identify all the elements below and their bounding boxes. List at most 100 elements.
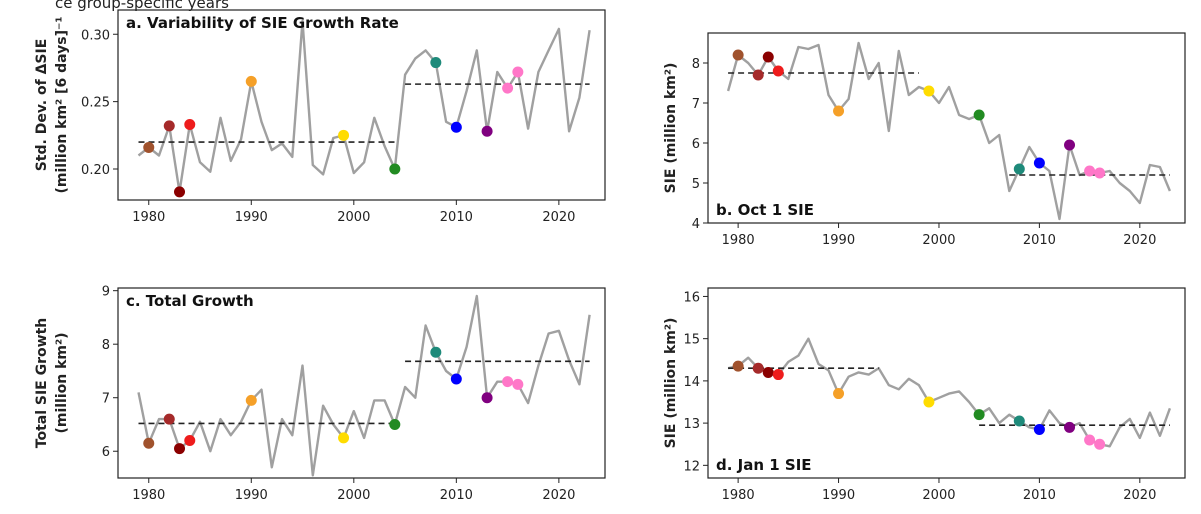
y-tick-label: 14	[683, 375, 700, 390]
point-2016	[1094, 438, 1106, 450]
x-tick-label: 2000	[922, 233, 955, 248]
point-2016	[512, 66, 524, 78]
point-1980	[732, 49, 744, 61]
point-2008	[430, 57, 442, 69]
point-1999	[923, 396, 935, 408]
point-2013	[481, 392, 493, 404]
y-axis-label-line: Std. Dev. of ΔSIE	[34, 39, 50, 172]
y-tick-label: 4	[692, 217, 700, 232]
point-2013	[481, 125, 493, 137]
y-tick-label: 6	[102, 445, 110, 460]
series-line	[137, 19, 591, 194]
point-2013	[1064, 139, 1076, 151]
x-tick-label: 2010	[1023, 488, 1056, 503]
x-tick-label: 2020	[542, 210, 575, 225]
point-1983	[174, 443, 186, 455]
y-axis-label-line: (million km² [6 days]⁻¹	[54, 17, 70, 194]
point-1984	[184, 435, 196, 447]
x-tick-label: 1980	[132, 488, 165, 503]
y-axis-label: Total SIE Growth (million km²)	[34, 318, 70, 448]
point-2016	[512, 378, 524, 390]
x-tick-label: 1980	[722, 233, 755, 248]
panel-c: 1980 1990 2000 2010 2020 6 7 8 9 Total SIE Growth…	[34, 285, 606, 503]
point-1983	[174, 186, 186, 198]
plot-area	[137, 19, 591, 198]
x-tick-label: 1990	[235, 210, 268, 225]
point-1984	[184, 119, 196, 131]
point-2010	[450, 373, 462, 385]
point-2015	[1084, 165, 1096, 177]
figure-top-caption: ce group-specific years	[55, 0, 229, 12]
y-tick-label: 7	[102, 392, 110, 407]
panel-title: b. Oct 1 SIE	[716, 201, 814, 219]
y-tick-label: 15	[683, 333, 700, 348]
y-axis-label-line: SIE (million km²)	[663, 63, 679, 194]
x-tick-label: 2010	[1023, 233, 1056, 248]
point-1999	[338, 432, 350, 444]
y-tick-label: 0.30	[81, 28, 110, 43]
point-1982	[752, 69, 764, 81]
x-tick-label: 1990	[822, 233, 855, 248]
point-1990	[833, 105, 845, 117]
point-1982	[752, 362, 764, 374]
y-axis-label: Std. Dev. of ΔSIE (million km² [6 days]⁻¹	[34, 17, 70, 194]
y-tick-label: 8	[692, 57, 700, 72]
point-2004	[389, 418, 401, 430]
point-1983	[762, 51, 774, 63]
panel-title: a. Variability of SIE Growth Rate	[126, 14, 399, 32]
x-tick-label: 2020	[542, 488, 575, 503]
point-2013	[1064, 421, 1076, 433]
x-tick-label: 1990	[235, 488, 268, 503]
point-1980	[143, 141, 155, 153]
axes-frame	[117, 287, 606, 479]
y-tick-label: 9	[102, 285, 110, 300]
point-2004	[973, 409, 985, 421]
point-2010	[450, 121, 462, 133]
plot-area	[726, 41, 1172, 221]
y-tick-label: 5	[692, 177, 700, 192]
panel-title: d. Jan 1 SIE	[716, 456, 812, 474]
y-axis-label-line: Total SIE Growth	[34, 318, 50, 448]
point-2015	[1084, 434, 1096, 446]
point-1990	[245, 394, 257, 406]
point-2010	[1033, 157, 1045, 169]
y-tick-label: 6	[692, 137, 700, 152]
point-2004	[389, 163, 401, 175]
x-tick-label: 1990	[822, 488, 855, 503]
x-tick-label: 2020	[1123, 488, 1156, 503]
series-line	[726, 41, 1172, 221]
point-1999	[338, 129, 350, 141]
y-tick-label: 8	[102, 338, 110, 353]
x-tick-label: 2000	[922, 488, 955, 503]
point-1999	[923, 85, 935, 97]
x-tick-label: 1980	[132, 210, 165, 225]
point-2015	[502, 376, 514, 388]
axes-frame	[707, 287, 1186, 479]
panel-d: 1980 1990 2000 2010 2020 12 13 14 15 16 SIE (milli…	[663, 287, 1186, 503]
point-1980	[732, 360, 744, 372]
y-tick-label: 0.20	[81, 163, 110, 178]
y-tick-label: 0.25	[81, 96, 110, 111]
y-tick-label: 7	[692, 97, 700, 112]
x-tick-label: 2010	[440, 488, 473, 503]
panel-title: c. Total Growth	[126, 292, 254, 310]
point-2010	[1033, 423, 1045, 435]
x-tick-label: 2020	[1123, 233, 1156, 248]
y-axis-label: SIE (million km²)	[663, 63, 679, 194]
y-axis-label-line: (million km²)	[54, 332, 70, 433]
x-tick-label: 1980	[722, 488, 755, 503]
series-line	[727, 337, 1172, 448]
point-2015	[502, 82, 514, 94]
y-tick-label: 16	[683, 290, 700, 305]
plot-area	[137, 294, 591, 477]
point-1984	[772, 65, 784, 77]
point-1983	[762, 366, 774, 378]
point-1982	[163, 413, 175, 425]
y-tick-label: 12	[683, 459, 700, 474]
y-axis-label-line: SIE (million km²)	[663, 318, 679, 449]
point-1990	[245, 75, 257, 87]
axes-frame	[117, 9, 606, 201]
point-2008	[1013, 415, 1025, 427]
axes-frame	[707, 32, 1186, 224]
